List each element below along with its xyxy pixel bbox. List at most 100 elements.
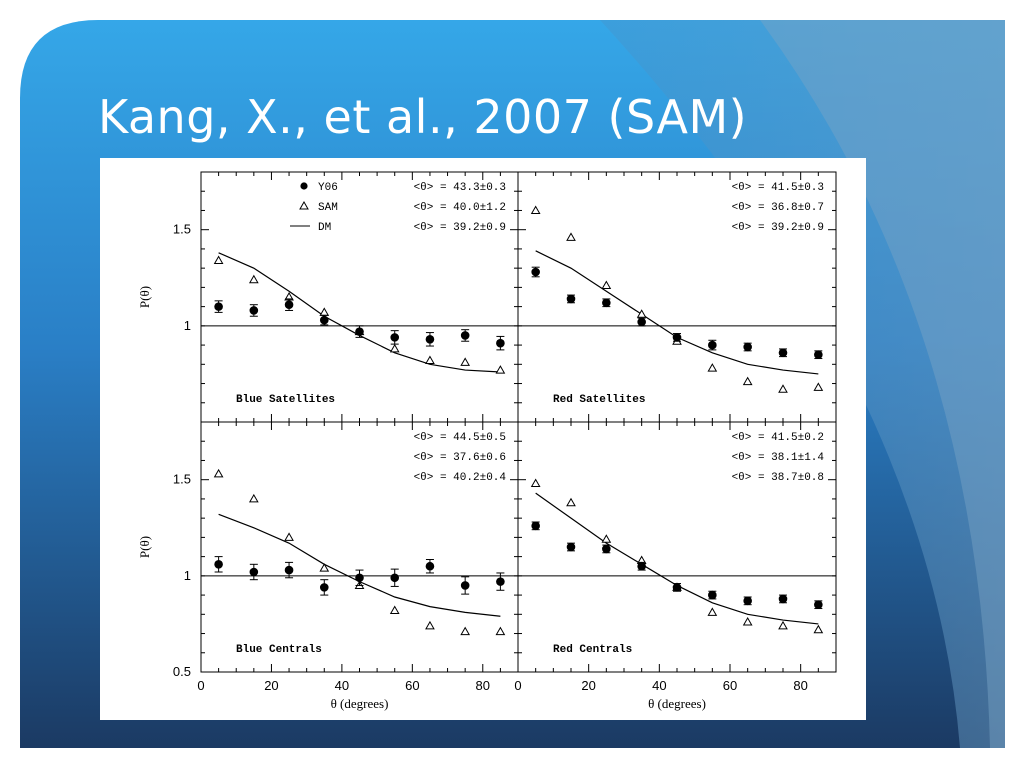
legend-stat: <θ> = 41.5±0.2 [732, 432, 824, 444]
x-tick-label: 20 [264, 678, 278, 693]
y-tick-label: 0.5 [173, 664, 191, 679]
y06-point [602, 298, 611, 308]
panel-label: Red Centrals [553, 644, 632, 656]
x-axis-label: θ (degrees) [331, 696, 389, 711]
y-tick-label: 1.5 [173, 472, 191, 487]
y06-point [566, 294, 576, 304]
y06-point [672, 583, 682, 592]
slide-title: Kang, X., et al., 2007 (SAM) [98, 90, 748, 144]
sam-point [248, 274, 259, 284]
dm-curve [535, 250, 819, 375]
legend-stat: <θ> = 37.6±0.6 [414, 452, 506, 464]
panel-label: Blue Centrals [236, 644, 322, 656]
sam-point [213, 255, 224, 264]
y06-point [602, 544, 611, 554]
sam-point [319, 563, 330, 572]
x-tick-label: 60 [723, 678, 737, 693]
x-tick-label: 0 [197, 678, 204, 693]
y-tick-label: 1.5 [173, 222, 191, 237]
y06-point [460, 581, 470, 590]
legend-name: Y06 [318, 182, 338, 194]
sam-point [460, 626, 471, 636]
y06-point [708, 340, 717, 350]
sam-point [778, 384, 788, 393]
sam-point [319, 307, 330, 316]
legend-stat: <θ> = 41.5±0.3 [732, 182, 824, 194]
legend-name: DM [318, 222, 331, 234]
y06-point [355, 573, 364, 583]
dm-curve [218, 513, 501, 617]
sam-point [425, 355, 435, 364]
y-tick-label: 1 [184, 568, 191, 583]
sam-point [742, 376, 753, 386]
sam-point [248, 493, 259, 503]
y06-point [743, 596, 752, 606]
sam-point [530, 205, 541, 214]
x-tick-label: 0 [514, 678, 521, 693]
dm-curve [535, 492, 819, 625]
sam-point [389, 605, 400, 614]
y06-point [284, 300, 294, 309]
y06-point [496, 577, 505, 586]
y06-point [672, 333, 682, 342]
x-tick-label: 20 [581, 678, 595, 693]
sam-point [813, 382, 824, 391]
panel-label: Red Satellites [553, 394, 645, 406]
y-tick-label: 1 [184, 318, 191, 333]
y-axis-label: P(θ) [137, 286, 152, 308]
panel-label: Blue Satellites [236, 394, 335, 406]
y06-point [778, 348, 788, 358]
y-axis-label: P(θ) [137, 536, 152, 558]
y06-point [390, 573, 400, 583]
y06-point [390, 333, 400, 342]
legend-stat: <θ> = 39.2±0.9 [732, 222, 824, 234]
y06-point [319, 315, 329, 325]
y06-point [496, 338, 505, 348]
x-tick-label: 40 [335, 678, 349, 693]
sam-point [495, 626, 506, 636]
sam-point [601, 534, 612, 543]
sam-point [530, 478, 541, 488]
sam-point [460, 357, 471, 366]
y06-point [460, 331, 470, 340]
sam-point [707, 363, 718, 372]
y06-point [708, 590, 717, 600]
legend-stat: <θ> = 39.2±0.9 [414, 222, 506, 234]
sam-point [601, 280, 612, 289]
legend-stat: <θ> = 43.3±0.3 [414, 182, 506, 194]
y06-point [355, 327, 364, 336]
legend-stat: <θ> = 36.8±0.7 [732, 202, 824, 214]
y06-point [284, 565, 294, 575]
sam-point [425, 620, 435, 630]
x-axis-label: θ (degrees) [648, 696, 706, 711]
legend-symbol-sam [299, 200, 309, 210]
y06-point [743, 342, 752, 352]
sam-point [742, 616, 753, 626]
sam-point [213, 468, 224, 478]
x-tick-label: 60 [405, 678, 419, 693]
sam-point [284, 532, 294, 541]
y06-point [214, 560, 223, 569]
y06-point [814, 350, 823, 359]
y06-point [425, 561, 435, 571]
sam-point [566, 232, 576, 241]
y06-point [319, 583, 329, 592]
legend-stat: <θ> = 38.7±0.8 [732, 472, 824, 484]
sam-point [707, 607, 718, 616]
sam-point [495, 365, 506, 374]
four-panel-chart: Blue Satellites <θ> = 43.3±0.3 Y06 <θ> = 40… [137, 171, 837, 711]
sam-point [813, 624, 824, 634]
y06-point [249, 567, 259, 577]
legend-name: SAM [318, 202, 338, 214]
x-tick-label: 40 [652, 678, 666, 693]
figure-panel: Blue Satellites <θ> = 43.3±0.3 Y06 <θ> = 40… [100, 158, 866, 720]
y06-point [214, 302, 223, 311]
legend-stat: <θ> = 40.2±0.4 [414, 472, 507, 484]
y06-point [814, 600, 823, 609]
y06-point [531, 521, 540, 531]
sam-point [636, 309, 647, 318]
y06-point [566, 542, 576, 552]
legend-stat: <θ> = 40.0±1.2 [414, 202, 506, 214]
y06-point [249, 306, 259, 315]
